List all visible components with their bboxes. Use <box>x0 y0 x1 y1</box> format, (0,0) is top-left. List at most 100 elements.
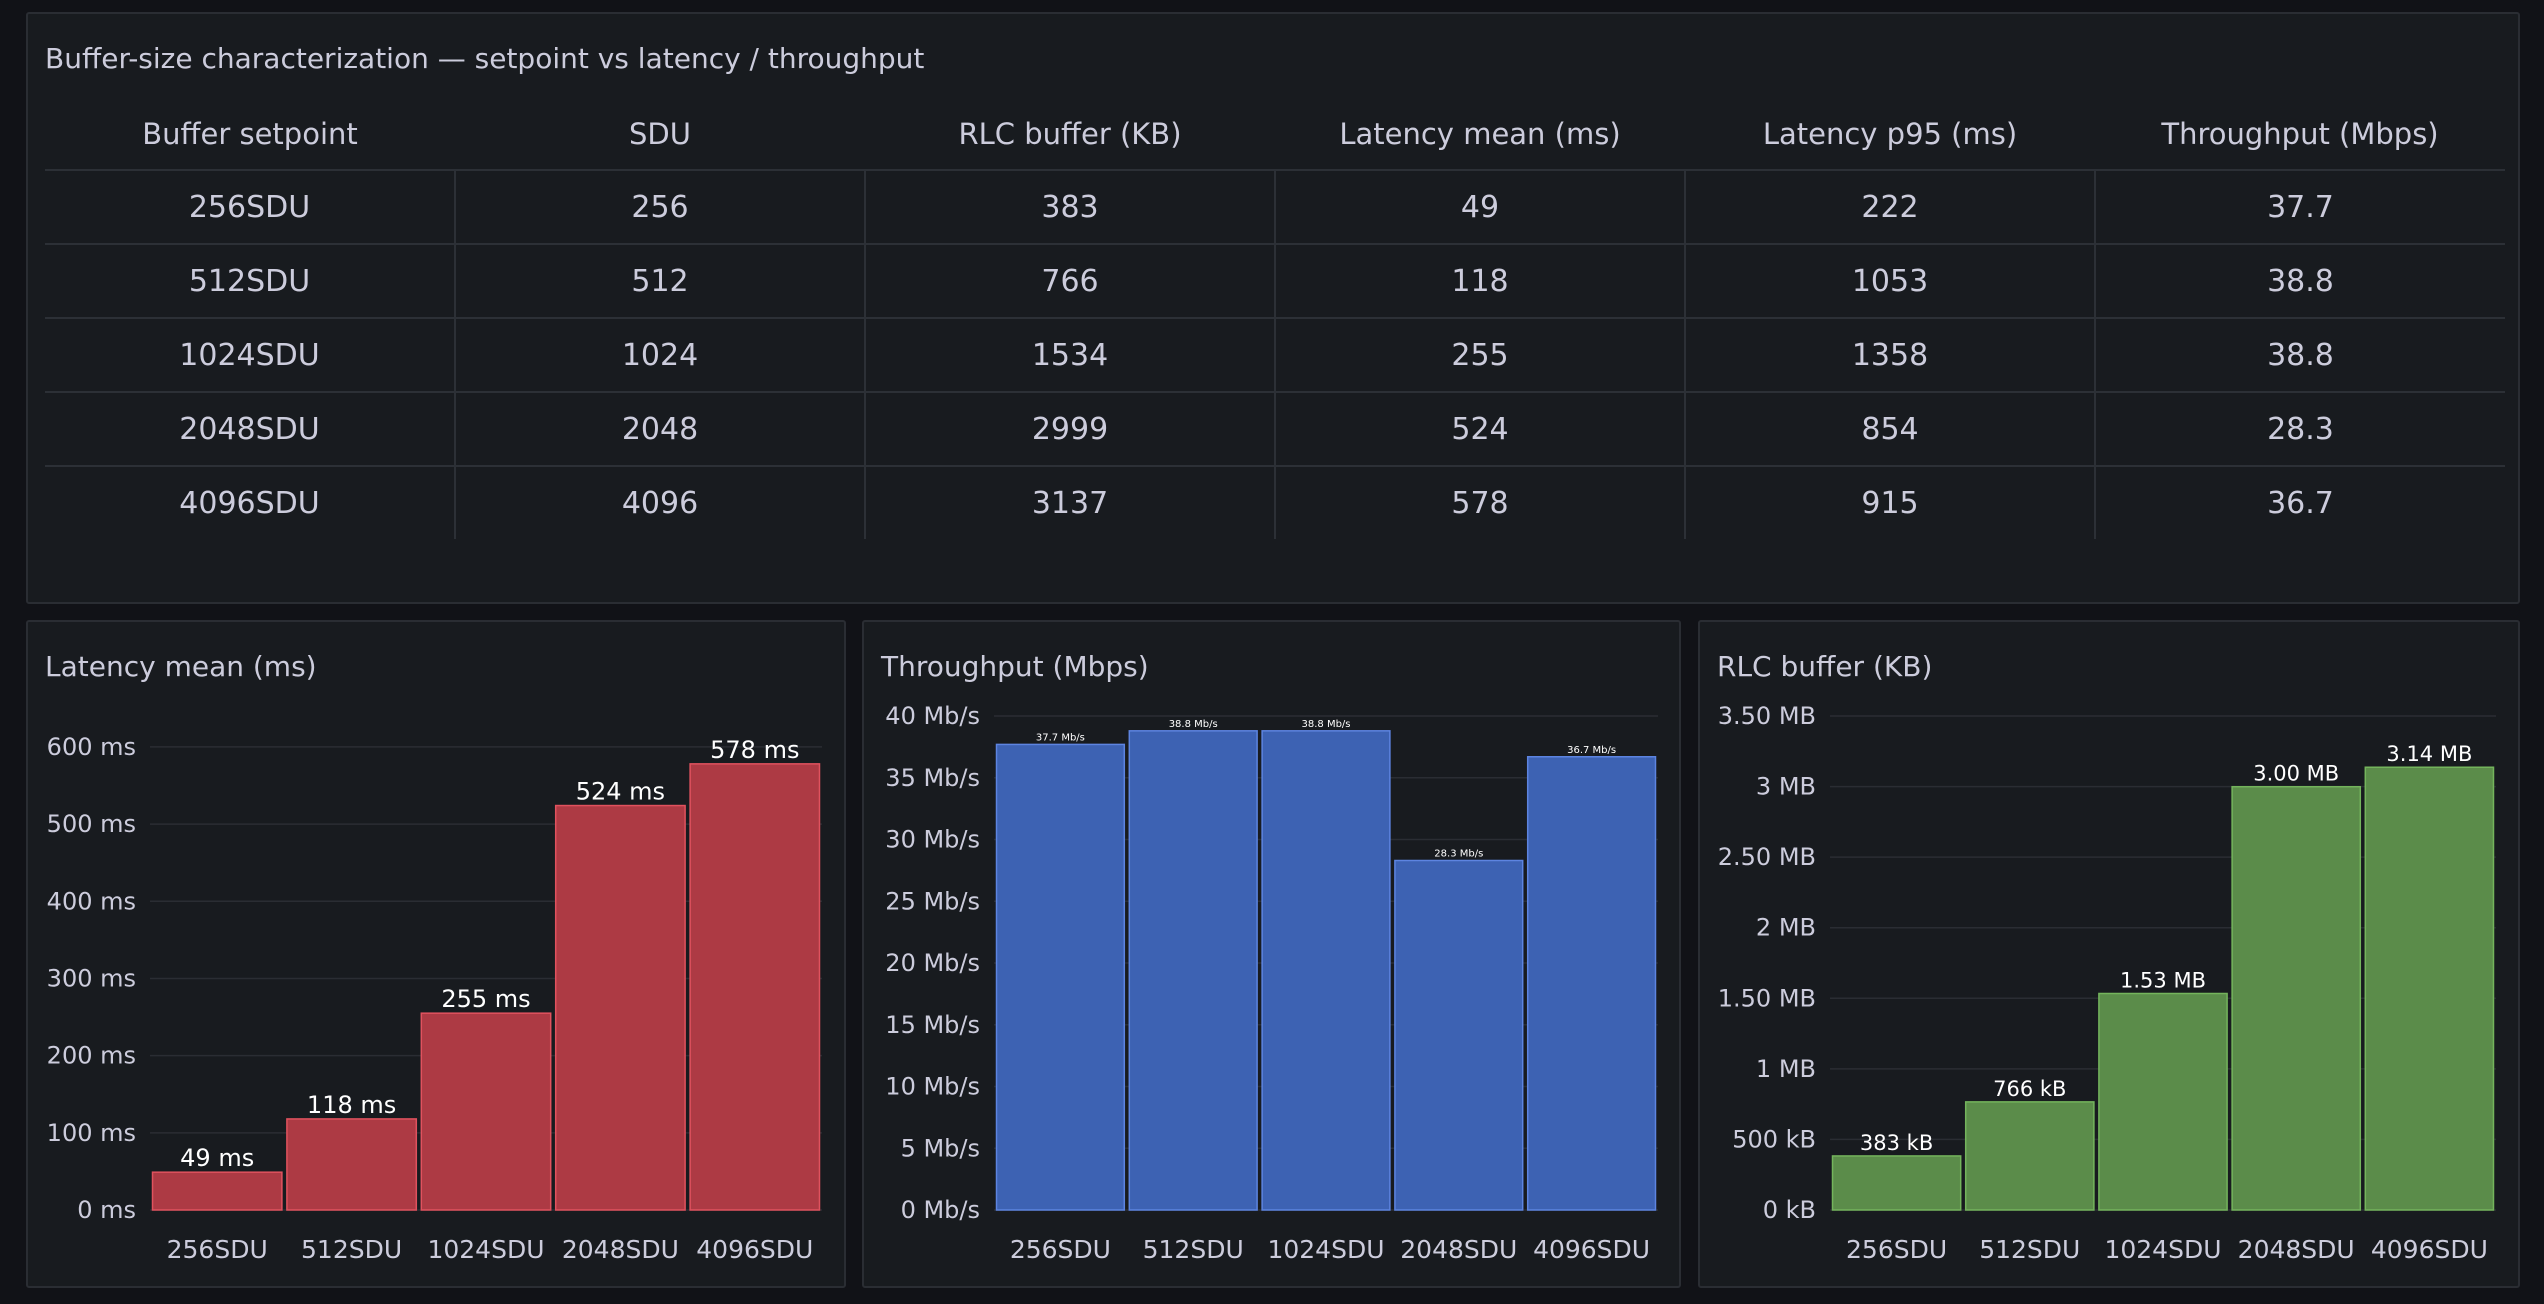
y-tick-label: 5 Mb/s <box>901 1134 980 1162</box>
y-tick-label: 500 kB <box>1732 1125 1816 1153</box>
x-tick-label: 512SDU <box>1979 1235 2080 1264</box>
y-tick-label: 200 ms <box>47 1042 136 1070</box>
bar-value-label: 49 ms <box>180 1144 254 1172</box>
table-cell: 524 <box>1275 392 1686 467</box>
bar-value-label: 36.7 Mb/s <box>1567 745 1616 756</box>
y-tick-label: 100 ms <box>47 1119 136 1147</box>
x-tick-label: 1024SDU <box>1267 1235 1384 1264</box>
table-cell: 766 <box>865 244 1276 319</box>
bar-value-label: 37.7 Mb/s <box>1036 732 1085 743</box>
table-cell: 36.7 <box>2267 485 2334 521</box>
y-tick-label: 35 Mb/s <box>885 764 980 792</box>
table-cell: 512 <box>455 244 866 319</box>
table-cell: 256 <box>455 170 866 245</box>
x-tick-label: 2048SDU <box>2238 1235 2355 1264</box>
y-tick-label: 0 kB <box>1763 1196 1816 1224</box>
rlc-buffer-chart-title: RLC buffer (KB) <box>1717 650 1933 683</box>
throughput-chart-title: Throughput (Mbps) <box>881 650 1149 683</box>
table-cell: 28.3 <box>2095 392 2505 467</box>
x-tick-label: 512SDU <box>301 1235 402 1264</box>
x-tick-label: 1024SDU <box>2104 1235 2221 1264</box>
y-tick-label: 0 Mb/s <box>901 1196 980 1224</box>
bar <box>1128 730 1258 1211</box>
table-cell: 4096 <box>455 466 866 539</box>
latency-chart-title: Latency mean (ms) <box>45 650 317 683</box>
bar-value-label: 3.00 MB <box>2253 762 2339 786</box>
table-cell: 38.8 <box>2095 318 2505 393</box>
throughput-chart-panel: Throughput (Mbps) 0 Mb/s 5 Mb/s 10 Mb/s 15 … <box>862 620 1681 1288</box>
y-tick-label: 15 Mb/s <box>885 1011 980 1039</box>
table-cell: 383 <box>865 170 1276 245</box>
table-cell: 222 <box>1685 170 2096 245</box>
y-tick-label: 2 MB <box>1756 914 1816 942</box>
table-cell: 1053 <box>1685 244 2096 319</box>
table-cell: 578 <box>1275 466 1686 539</box>
bar-value-label: 3.14 MB <box>2386 742 2472 766</box>
column-header[interactable]: RLC buffer (KB) <box>865 102 1275 171</box>
x-tick-label: 256SDU <box>1010 1235 1111 1264</box>
bar-value-label: 524 ms <box>576 778 665 806</box>
table-row: 256SDU 256 383 49 222 37.7 <box>45 170 2505 245</box>
bar-value-label: 28.3 Mb/s <box>1434 848 1483 859</box>
column-header[interactable]: Buffer setpoint <box>45 102 455 171</box>
table-row: 2048SDU 2048 2999 524 854 28.3 <box>45 392 2505 467</box>
bar <box>1526 756 1657 1211</box>
bar-value-label: 38.8 Mb/s <box>1302 719 1351 730</box>
table-row: 1024SDU 1024 1534 255 1358 38.8 <box>45 318 2505 393</box>
y-tick-label: 1.50 MB <box>1718 984 1816 1012</box>
bar <box>1831 1155 1962 1211</box>
table-cell: 1024SDU <box>45 318 456 393</box>
bar <box>1964 1101 2095 1211</box>
y-tick-label: 600 ms <box>47 733 136 761</box>
bar-value-label: 1.53 MB <box>2120 968 2206 992</box>
x-tick-label: 4096SDU <box>1533 1235 1650 1264</box>
table-cell: 2999 <box>865 392 1276 467</box>
x-tick-label: 256SDU <box>167 1235 268 1264</box>
table-cell: 2048 <box>455 392 866 467</box>
table-cell: 1358 <box>1685 318 2096 393</box>
x-tick-label: 4096SDU <box>696 1235 813 1264</box>
table-panel: Buffer-size characterization — setpoint … <box>26 12 2520 604</box>
y-tick-label: 20 Mb/s <box>885 949 980 977</box>
x-tick-label: 256SDU <box>1846 1235 1947 1264</box>
bar-value-label: 255 ms <box>441 985 530 1013</box>
bar-value-label: 38.8 Mb/s <box>1169 719 1218 730</box>
y-tick-label: 25 Mb/s <box>885 887 980 915</box>
y-tick-label: 0 ms <box>77 1196 136 1224</box>
x-tick-label: 1024SDU <box>427 1235 544 1264</box>
y-tick-label: 2.50 MB <box>1718 843 1816 871</box>
bar <box>151 1171 283 1211</box>
bar <box>420 1012 552 1211</box>
table-cell: 854 <box>1685 392 2096 467</box>
y-tick-label: 10 Mb/s <box>885 1073 980 1101</box>
y-tick-label: 500 ms <box>47 810 136 838</box>
column-header[interactable]: SDU <box>455 102 865 171</box>
table-cell: 37.7 <box>2095 170 2505 245</box>
column-header[interactable]: Throughput (Mbps) <box>2095 102 2505 171</box>
table-cell: 4096SDU <box>45 466 456 539</box>
bar <box>1261 730 1391 1211</box>
table-header-row: Buffer setpoint SDU RLC buffer (KB) Late… <box>45 102 2505 171</box>
column-header[interactable]: Latency p95 (ms) <box>1685 102 2095 171</box>
bar <box>286 1118 418 1211</box>
bar-value-label: 766 kB <box>1993 1077 2066 1101</box>
y-tick-label: 1 MB <box>1756 1055 1816 1083</box>
latency-chart-panel: Latency mean (ms) 0 ms 100 ms 200 ms 300 ms… <box>26 620 846 1288</box>
table-cell: 512SDU <box>45 244 456 319</box>
column-header[interactable]: Latency mean (ms) <box>1275 102 1685 171</box>
y-tick-label: 30 Mb/s <box>885 826 980 854</box>
bar-value-label: 383 kB <box>1860 1131 1933 1155</box>
rlc-buffer-bar-chart: 0 kB 500 kB 1 MB 1.50 MB 2 MB 2.50 MB 3 MB 3.50… <box>1718 702 2496 1264</box>
table-cell: 915 <box>1685 466 2096 539</box>
characterization-table: Buffer setpoint SDU RLC buffer (KB) Late… <box>45 102 2505 539</box>
bar <box>689 763 821 1211</box>
throughput-bar-chart: 0 Mb/s 5 Mb/s 10 Mb/s 15 Mb/s 20 Mb/s 25 Mb/s… <box>885 702 1658 1264</box>
table-cell: 118 <box>1275 244 1686 319</box>
bar <box>2364 766 2495 1211</box>
bar-value-label: 578 ms <box>710 736 799 764</box>
bar <box>2231 785 2362 1211</box>
y-tick-label: 400 ms <box>47 887 136 915</box>
table-cell: 1024 <box>455 318 866 393</box>
y-tick-label: 40 Mb/s <box>885 702 980 730</box>
table-row: 512SDU 512 766 118 1053 38.8 <box>45 244 2505 319</box>
